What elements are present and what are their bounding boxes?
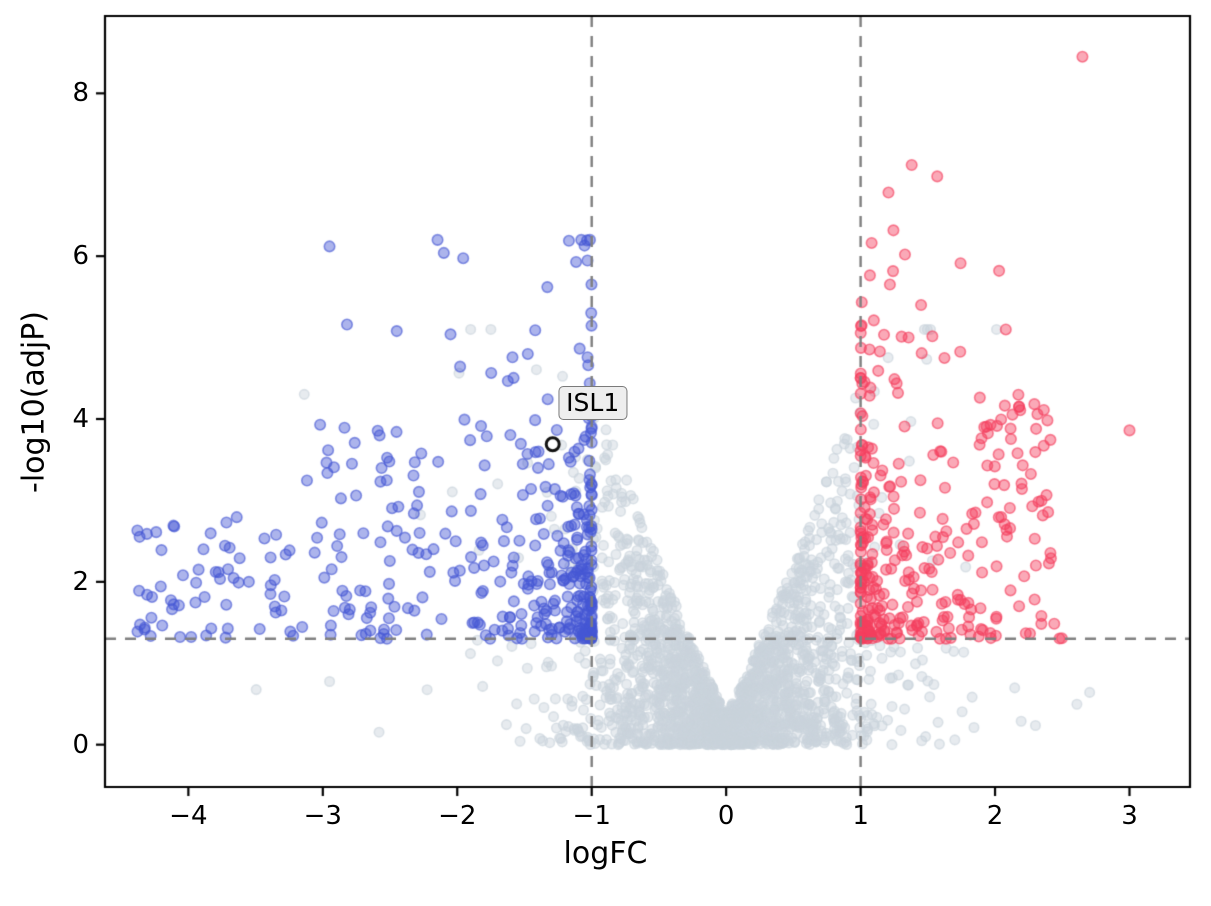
gene-label-isl1[interactable]: ISL1 (558, 386, 628, 421)
